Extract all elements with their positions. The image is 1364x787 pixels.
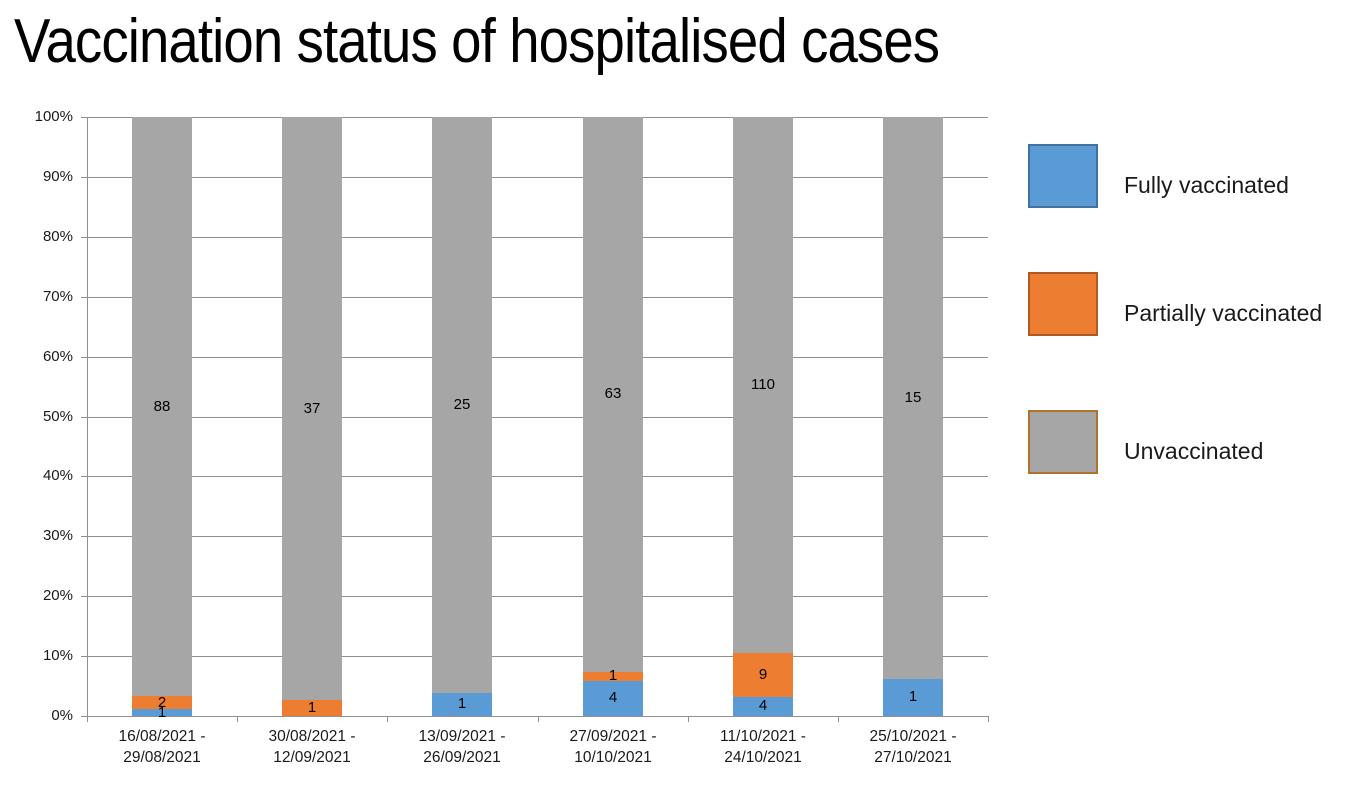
data-label: 4 [758,697,768,714]
data-label: 63 [604,385,622,402]
x-axis-label: 27/09/2021 - 10/10/2021 [569,728,657,766]
y-tick-label: 60% [42,348,73,365]
bar-segment-partially-vaccinated [282,700,342,716]
gridline [87,417,988,418]
y-axis-tick [81,117,87,118]
legend-label: Unvaccinated [1124,437,1264,464]
y-tick-label: 90% [42,168,73,185]
bar-segment-fully-vaccinated [583,680,643,716]
legend-swatch [1028,272,1098,336]
bar-segment-fully-vaccinated [432,692,492,716]
data-label: 1 [307,699,317,716]
y-axis-tick [81,596,87,597]
legend-swatch [1028,410,1098,474]
gridline [87,237,988,238]
bar-segment-unvaccinated [883,117,943,679]
x-axis-tick [838,716,839,722]
y-tick-label: 80% [42,228,73,245]
x-axis-label: 16/08/2021 - 29/08/2021 [118,728,206,766]
x-axis-tick [237,716,238,722]
y-axis-tick [81,417,87,418]
y-tick-label: 100% [34,108,73,125]
y-tick-label: 20% [42,587,73,604]
data-label: 25 [453,396,471,413]
gridline [87,117,988,118]
x-axis-tick [87,716,88,722]
x-axis-label: 25/10/2021 - 27/10/2021 [869,728,957,766]
gridline [87,596,988,597]
y-axis-tick [81,297,87,298]
y-axis-tick [81,716,87,717]
gridline [87,656,988,657]
data-label: 1 [608,667,618,684]
y-axis-tick [81,476,87,477]
y-axis-tick [81,357,87,358]
gridline [87,357,988,358]
y-tick-label: 10% [42,647,73,664]
y-tick-label: 0% [51,707,73,724]
gridline [87,177,988,178]
x-axis-tick [988,716,989,722]
data-label: 9 [758,666,768,683]
gridline [87,297,988,298]
y-tick-label: 40% [42,467,73,484]
y-axis-tick [81,536,87,537]
legend-item: Fully vaccinated [1028,144,1289,208]
data-label: 1 [157,704,167,721]
legend-label: Fully vaccinated [1124,171,1289,198]
gridline [87,536,988,537]
legend-label: Partially vaccinated [1124,299,1323,326]
bar-segment-partially-vaccinated [733,652,793,697]
bar-segment-unvaccinated [733,117,793,653]
bar-segment-fully-vaccinated [132,709,192,716]
chart-title: Vaccination status of hospitalised cases [14,7,940,76]
x-axis-tick [538,716,539,722]
data-label: 2 [157,694,167,711]
bar-segment-fully-vaccinated [733,696,793,716]
y-axis-line [87,117,88,717]
data-label: 88 [153,398,171,415]
bar-segment-unvaccinated [432,117,492,693]
data-label: 1 [457,695,467,712]
y-axis-tick [81,656,87,657]
data-label: 37 [303,400,321,417]
bar-segment-fully-vaccinated [883,678,943,716]
gridline [87,476,988,477]
y-tick-label: 70% [42,288,73,305]
bar-segment-unvaccinated [282,117,342,701]
x-axis-label: 30/08/2021 - 12/09/2021 [268,728,356,766]
legend-item: Partially vaccinated [1028,272,1322,336]
bar-segment-partially-vaccinated [583,671,643,681]
bar-segment-unvaccinated [583,117,643,672]
x-axis-tick [688,716,689,722]
bar-segment-unvaccinated [132,117,192,697]
data-label: 15 [904,389,922,406]
y-axis-tick [81,237,87,238]
legend-item: Unvaccinated [1028,410,1263,474]
data-label: 1 [908,688,918,705]
y-axis-tick [81,177,87,178]
x-axis-label: 11/10/2021 - 24/10/2021 [720,728,806,766]
x-axis-label: 13/09/2021 - 26/09/2021 [418,728,506,766]
bar-segment-partially-vaccinated [132,696,192,710]
legend-swatch [1028,144,1098,208]
data-label: 4 [608,689,618,706]
data-label: 110 [751,376,775,393]
y-tick-label: 50% [42,408,73,425]
x-axis-tick [387,716,388,722]
y-tick-label: 30% [42,527,73,544]
